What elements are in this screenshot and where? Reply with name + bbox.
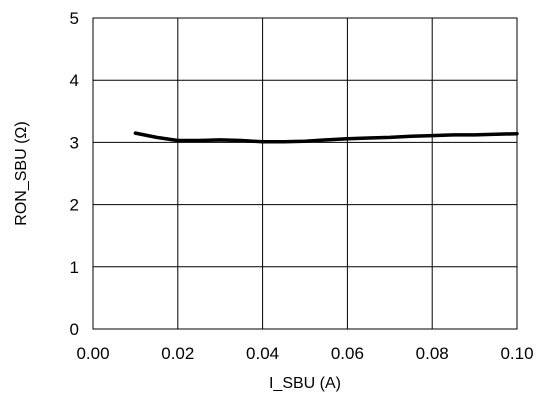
x-axis-tick-labels: 0.00 0.02 0.04 0.06 0.08 0.10 — [76, 344, 533, 363]
y-axis-tick-labels: 0 1 2 3 4 5 — [70, 9, 79, 339]
y-tick-label: 3 — [70, 133, 79, 152]
x-axis-title: I_SBU (A) — [269, 375, 341, 392]
y-tick-label: 2 — [70, 196, 79, 215]
x-tick-label: 0.04 — [246, 344, 279, 363]
x-tick-label: 0.02 — [161, 344, 194, 363]
y-tick-label: 4 — [70, 71, 79, 90]
x-tick-label: 0.06 — [331, 344, 364, 363]
x-tick-label: 0.10 — [500, 344, 533, 363]
series-group — [133, 131, 519, 144]
series-line — [133, 131, 519, 144]
grid-lines — [92, 17, 518, 330]
x-tick-label: 0.00 — [76, 344, 109, 363]
x-tick-label: 0.08 — [416, 344, 449, 363]
y-axis-title: RON_SBU (Ω) — [13, 121, 30, 225]
y-tick-label: 1 — [70, 258, 79, 277]
plot-area-frame — [92, 17, 518, 330]
y-tick-label: 5 — [70, 9, 79, 28]
y-tick-label: 0 — [70, 320, 79, 339]
